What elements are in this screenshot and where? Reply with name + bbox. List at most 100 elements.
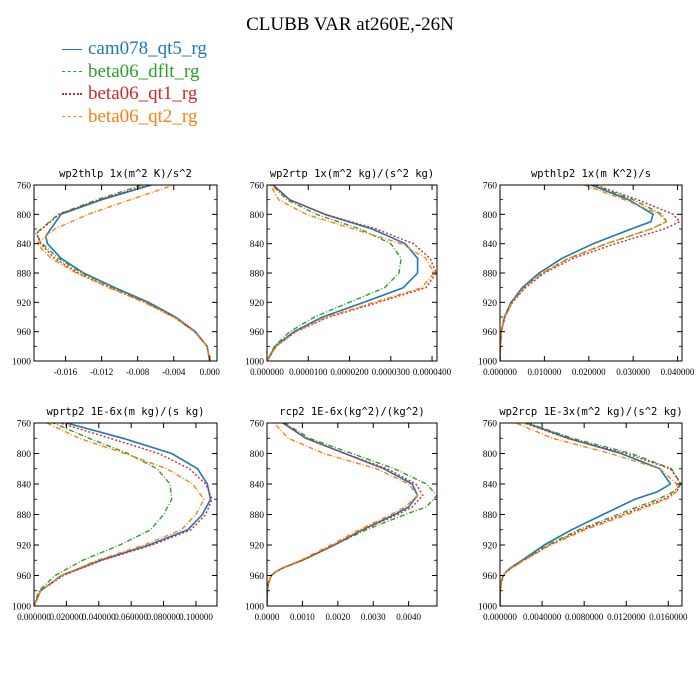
y-tick-label: 760	[250, 420, 265, 430]
y-tick-label: 880	[17, 270, 32, 280]
series-line-beta06-qt2-rg	[500, 423, 678, 606]
y-tick-label: 920	[250, 542, 265, 552]
y-tick-label: 920	[483, 299, 498, 309]
series-line-cam078-qt5-rg	[34, 423, 212, 606]
y-tick-label: 880	[250, 270, 265, 280]
x-tick-label: 0.020000	[572, 367, 606, 377]
panel-series	[267, 423, 437, 606]
figure-title: CLUBB VAR at260E,-26N	[246, 14, 454, 35]
x-tick-label: 0.0080000	[565, 612, 604, 622]
series-line-cam078-qt5-rg	[500, 423, 672, 606]
series-line-beta06-qt1-rg	[267, 423, 424, 606]
x-tick-label: 0.060000	[114, 612, 148, 622]
panel-frame	[266, 184, 438, 362]
panel-3: wpthlp2 1x(m K^2)/s 760 800 840 880 920 960 100…	[478, 168, 695, 377]
series-line-beta06-qt1-rg	[34, 423, 213, 606]
panel-title: wp2rtp 1x(m^2 kg)/(s^2 kg)	[270, 168, 434, 180]
panel-2: wp2rtp 1x(m^2 kg)/(s^2 kg) 760 800 840 880 92…	[245, 168, 452, 377]
x-tick-label: 0.0000	[255, 612, 280, 622]
legend-label-qt1: beta06_qt1_rg	[88, 83, 198, 104]
y-tick-label: 1000	[478, 358, 497, 368]
x-tick-label: 0.000000	[483, 367, 517, 377]
series-line-beta06-qt2-rg	[267, 423, 419, 606]
y-tick-label: 760	[17, 182, 32, 192]
x-tick-label: 0.0040	[396, 612, 421, 622]
x-tick-label: 0.040000	[82, 612, 116, 622]
series-line-beta06-qt2-rg	[267, 185, 435, 361]
y-tick-label: 840	[250, 481, 265, 491]
x-tick-label: 0.000000	[250, 367, 284, 377]
y-tick-label: 800	[250, 211, 265, 221]
series-line-beta06-qt1-rg	[500, 185, 681, 361]
series-line-beta06-dflt-rg	[35, 185, 211, 361]
x-tick-label: 0.020000	[50, 612, 84, 622]
series-line-beta06-dflt-rg	[34, 423, 173, 606]
panel-title: rcp2 1E-6x(kg^2)/(kg^2)	[279, 406, 424, 418]
y-tick-label: 800	[17, 211, 32, 221]
panel-series	[500, 423, 682, 606]
legend-item-qt2: beta06_qt2_rg	[62, 106, 207, 129]
x-tick-label: 0.0040000	[523, 612, 562, 622]
panel-title: wp2rcp 1E-3x(m^2 kg)/(s^2 kg)	[499, 406, 682, 418]
series-line-beta06-dflt-rg	[500, 185, 668, 361]
y-tick-label: 920	[17, 299, 32, 309]
y-tick-label: 880	[17, 511, 32, 521]
y-tick-label: 840	[483, 481, 498, 491]
y-tick-label: 800	[250, 450, 265, 460]
x-tick-label: 0.0160000	[649, 612, 688, 622]
series-line-beta06-dflt-rg	[267, 423, 437, 606]
panel-series	[34, 423, 213, 606]
legend-item-cam078: cam078_qt5_rg	[62, 38, 207, 61]
y-tick-label: 1000	[478, 603, 497, 613]
y-tick-label: 760	[250, 182, 265, 192]
panel-frame	[33, 184, 218, 362]
x-tick-label: 0.030000	[616, 367, 650, 377]
y-tick-label: 960	[17, 328, 32, 338]
y-tick-label: 920	[250, 299, 265, 309]
x-tick-label: 0.0000100	[289, 367, 328, 377]
x-tick-label: 0.000	[200, 367, 221, 377]
y-tick-label: 960	[17, 572, 32, 582]
x-tick-label: 0.100000	[179, 612, 213, 622]
x-tick-label: 0.0010	[290, 612, 315, 622]
y-tick-label: 840	[483, 240, 498, 250]
panel-title: wprtp2 1E-6x(m kg)/(s kg)	[46, 406, 204, 418]
series-line-cam078-qt5-rg	[267, 185, 419, 361]
panel-frame	[499, 422, 683, 607]
panel-1: wp2thlp 1x(m^2 K)/s^2 760 800 840 880 920 960 1…	[12, 168, 220, 377]
x-tick-label: -0.004	[162, 367, 186, 377]
x-tick-label: 0.0020	[325, 612, 350, 622]
y-tick-label: 920	[17, 542, 32, 552]
y-tick-label: 960	[483, 572, 498, 582]
y-tick-label: 1000	[245, 358, 264, 368]
y-tick-label: 960	[250, 328, 265, 338]
y-tick-label: 840	[17, 240, 32, 250]
x-tick-label: 0.080000	[147, 612, 181, 622]
series-line-beta06-dflt-rg	[500, 423, 682, 606]
legend-swatch-qt1	[62, 93, 82, 96]
x-tick-label: 0.000000	[17, 612, 51, 622]
legend-label-qt2: beta06_qt2_rg	[88, 105, 198, 127]
y-tick-label: 880	[483, 270, 498, 280]
legend-swatch-dflt	[62, 71, 82, 73]
y-tick-label: 920	[483, 542, 498, 552]
panel-4: wprtp2 1E-6x(m kg)/(s kg) 760 800 840 880 920…	[12, 406, 218, 622]
legend-swatch-qt2	[62, 116, 82, 118]
series-line-beta06-qt2-rg	[34, 423, 205, 606]
y-tick-label: 760	[483, 420, 498, 430]
x-tick-label: -0.008	[126, 367, 150, 377]
series-line-cam078-qt5-rg	[500, 185, 654, 361]
series-line-beta06-qt2-rg	[500, 185, 668, 361]
panel-title: wp2thlp 1x(m^2 K)/s^2	[59, 168, 192, 180]
x-tick-label: 0.0000400	[413, 367, 452, 377]
x-tick-label: 0.0030	[361, 612, 386, 622]
series-line-cam078-qt5-rg	[44, 185, 211, 361]
y-tick-label: 800	[483, 450, 498, 460]
panel-frame	[266, 422, 438, 607]
y-tick-label: 760	[483, 182, 498, 192]
legend-item-qt1: beta06_qt1_rg	[62, 83, 207, 106]
y-tick-label: 800	[483, 211, 498, 221]
x-tick-label: 0.000000	[483, 612, 517, 622]
y-tick-label: 760	[17, 420, 32, 430]
